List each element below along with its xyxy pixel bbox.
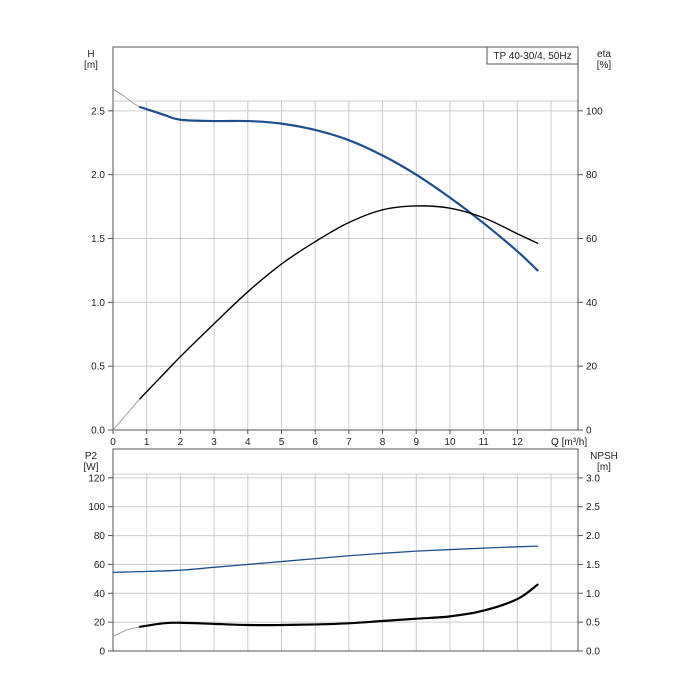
y-left-tick-label: 20 xyxy=(94,618,106,629)
y-right-tick-label: 1.0 xyxy=(586,589,600,600)
y-left-tick-label: 120 xyxy=(88,473,105,484)
y-right-tick-label: 20 xyxy=(586,362,598,373)
y-left-tick-label: 60 xyxy=(94,560,106,571)
series-2-2-line xyxy=(138,583,539,628)
series-1-2-extrapolated-line xyxy=(112,398,141,431)
x-tick-label: 2 xyxy=(178,437,184,448)
x-tick-label: 9 xyxy=(413,437,419,448)
y-left-axis-title: P2 xyxy=(85,451,98,462)
x-tick-label: 10 xyxy=(444,437,456,448)
y-right-tick-label: 80 xyxy=(586,170,598,181)
y-left-tick-label: 1.0 xyxy=(91,298,105,309)
y-left-tick-label: 1.5 xyxy=(91,234,105,245)
y-right-axis-title: eta xyxy=(597,49,611,60)
chart-title: TP 40-30/4, 50Hz xyxy=(493,51,571,62)
y-right-axis-title: NPSH xyxy=(590,451,618,462)
y-left-axis-unit: [m] xyxy=(84,60,98,71)
y-left-tick-label: 0.0 xyxy=(91,426,105,437)
chart-panel-2 xyxy=(108,448,583,652)
x-axis-title: Q [m³/h] xyxy=(551,437,587,448)
y-right-tick-label: 3.0 xyxy=(586,473,600,484)
x-tick-label: 6 xyxy=(312,437,318,448)
series-1-1-line xyxy=(138,105,539,272)
y-right-tick-label: 2.5 xyxy=(586,502,600,513)
y-right-axis-unit: [%] xyxy=(597,60,612,71)
y-left-tick-label: 2.5 xyxy=(91,106,105,117)
series-1-1-extrapolated-line xyxy=(112,88,141,108)
y-right-tick-label: 2.0 xyxy=(586,531,600,542)
series-2-1-line xyxy=(112,545,539,574)
y-left-tick-label: 80 xyxy=(94,531,106,542)
x-tick-label: 8 xyxy=(380,437,386,448)
x-tick-label: 11 xyxy=(478,437,489,448)
y-right-tick-label: 0.5 xyxy=(586,618,600,629)
y-right-tick-label: 100 xyxy=(586,106,603,117)
y-right-tick-label: 1.5 xyxy=(586,560,600,571)
y-left-axis-unit: [W] xyxy=(84,462,99,473)
x-tick-label: 5 xyxy=(279,437,285,448)
x-tick-label: 0 xyxy=(110,437,116,448)
y-left-tick-label: 100 xyxy=(88,502,105,513)
y-left-tick-label: 0.5 xyxy=(91,362,105,373)
series-1-2-line xyxy=(139,205,539,400)
y-right-tick-label: 0 xyxy=(586,426,592,437)
y-left-tick-label: 2.0 xyxy=(91,170,105,181)
x-tick-label: 7 xyxy=(346,437,352,448)
y-left-tick-label: 0 xyxy=(99,647,105,658)
y-right-tick-label: 0.0 xyxy=(586,647,600,658)
series-2-2-extrapolated-line xyxy=(112,626,141,637)
y-left-tick-label: 40 xyxy=(94,589,106,600)
x-tick-label: 12 xyxy=(512,437,524,448)
y-right-axis-unit: [m] xyxy=(597,462,611,473)
y-right-tick-label: 60 xyxy=(586,234,598,245)
x-tick-label: 4 xyxy=(245,437,251,448)
plot-frame xyxy=(112,448,579,652)
x-tick-label: 3 xyxy=(211,437,217,448)
chart-panel-1 xyxy=(108,46,583,434)
x-tick-label: 1 xyxy=(144,437,150,448)
y-left-axis-title: H xyxy=(87,49,94,60)
y-right-tick-label: 40 xyxy=(586,298,598,309)
title-box xyxy=(486,46,579,65)
